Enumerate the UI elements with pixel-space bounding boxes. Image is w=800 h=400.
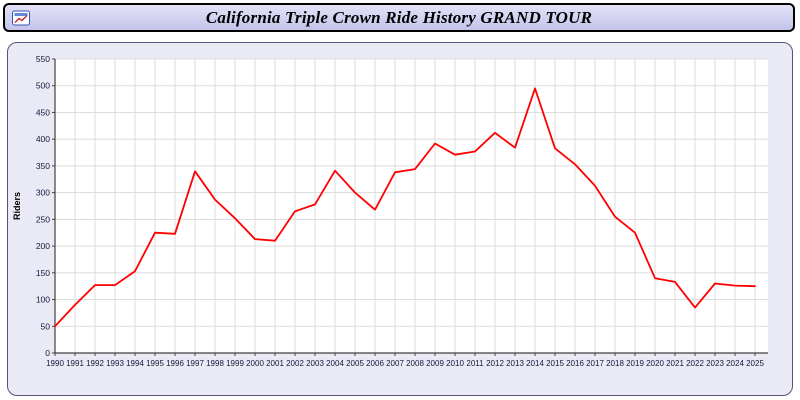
y-tick-label: 500 — [36, 81, 50, 91]
page-title: California Triple Crown Ride History GRA… — [205, 7, 593, 27]
x-tick-label: 2014 — [526, 359, 544, 368]
x-tick-label: 1994 — [126, 359, 144, 368]
riders-line-series — [54, 87, 756, 328]
x-tick-label: 2019 — [626, 359, 644, 368]
x-tick-label: 2005 — [346, 359, 364, 368]
x-tick-label: 2003 — [306, 359, 324, 368]
x-tick-label: 2013 — [506, 359, 524, 368]
y-tick-label: 50 — [41, 321, 51, 331]
x-tick-label: 2010 — [446, 359, 464, 368]
x-tick-label: 2004 — [326, 359, 344, 368]
x-tick-label: 2015 — [546, 359, 564, 368]
y-tick-label: 250 — [36, 214, 50, 224]
x-tick-label: 2002 — [286, 359, 304, 368]
x-tick-label: 2009 — [426, 359, 444, 368]
x-tick-label: 2023 — [706, 359, 724, 368]
y-tick-label: 100 — [36, 295, 50, 305]
title-bar: California Triple Crown Ride History GRA… — [3, 3, 795, 32]
y-tick-label: 0 — [45, 348, 50, 358]
x-tick-label: 2008 — [406, 359, 424, 368]
x-tick-label: 1997 — [186, 359, 204, 368]
y-tick-label: 200 — [36, 241, 50, 251]
chart-panel: 0 50 100 150 200 250 300 350 400 450 500 550 1990 199… — [7, 42, 793, 396]
x-tick-label: 2022 — [686, 359, 704, 368]
x-tick-label: 2025 — [746, 359, 764, 368]
x-tick-label: 2024 — [726, 359, 744, 368]
app-window-icon — [12, 10, 30, 25]
x-tick-label: 1996 — [166, 359, 184, 368]
y-tick-label: 550 — [36, 54, 50, 64]
x-tick-label: 1999 — [226, 359, 244, 368]
y-tick-label: 450 — [36, 107, 50, 117]
plot-area — [55, 59, 768, 353]
x-tick-label: 1991 — [66, 359, 84, 368]
x-tick-label: 2012 — [486, 359, 504, 368]
x-tick-label: 1993 — [106, 359, 124, 368]
x-tick-label: 2016 — [566, 359, 584, 368]
x-tick-label: 2007 — [386, 359, 404, 368]
x-tick-label: 2018 — [606, 359, 624, 368]
x-tick-label: 2000 — [246, 359, 264, 368]
y-tick-label: 400 — [36, 134, 50, 144]
y-tick-label: 150 — [36, 268, 50, 278]
y-tick-label: 300 — [36, 188, 50, 198]
x-tick-label: 2020 — [646, 359, 664, 368]
x-tick-label: 1992 — [86, 359, 104, 368]
x-tick-label: 1998 — [206, 359, 224, 368]
x-tick-label: 2017 — [586, 359, 604, 368]
x-tick-label: 1995 — [146, 359, 164, 368]
x-tick-label: 2021 — [666, 359, 684, 368]
x-tick-label: 2001 — [266, 359, 284, 368]
x-tick-label: 2011 — [466, 359, 484, 368]
x-tick-label: 2006 — [366, 359, 384, 368]
y-tick-label: 350 — [36, 161, 50, 171]
x-tick-label: 1990 — [46, 359, 64, 368]
y-axis-label: Riders — [12, 192, 22, 220]
